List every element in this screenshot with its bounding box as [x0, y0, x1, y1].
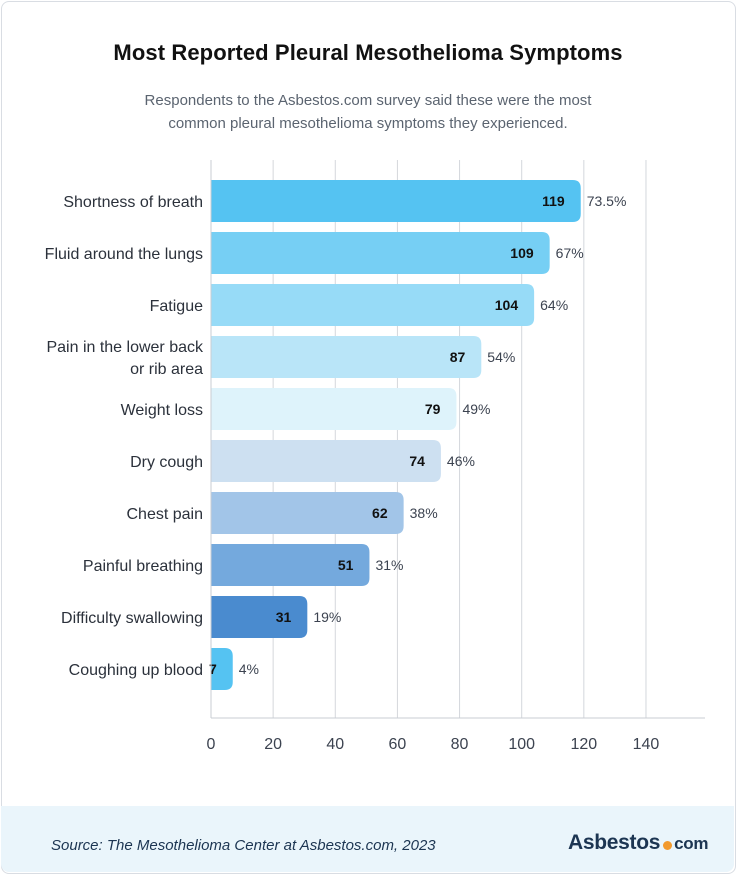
category-label-line: Shortness of breath [63, 194, 203, 211]
category-label: Dry cough [130, 454, 203, 471]
x-tick-label: 60 [389, 736, 407, 753]
bar-value-label: 79 [425, 401, 441, 417]
category-label-line: Difficulty swallowing [61, 610, 203, 627]
x-tick-label: 20 [264, 736, 282, 753]
bar [211, 544, 370, 586]
bar [211, 596, 308, 638]
bar-percent-label: 54% [487, 349, 515, 365]
x-tick-label: 100 [508, 736, 535, 753]
category-label-line: or rib area [130, 361, 203, 378]
bar [211, 180, 581, 222]
bars: 119 73.5% Shortness of breath 109 67% Fluid a… [45, 180, 627, 690]
x-tick-label: 40 [326, 736, 344, 753]
bar [211, 284, 535, 326]
bar-value-label: 7 [209, 661, 217, 677]
bar-chart: 119 73.5% Shortness of breath 109 67% Fluid a… [45, 160, 705, 753]
category-label: Chest pain [127, 506, 204, 523]
bar-value-label: 51 [338, 557, 354, 573]
x-tick-label: 140 [633, 736, 660, 753]
category-label-line: Dry cough [130, 454, 203, 471]
category-label: Fluid around the lungs [45, 246, 203, 263]
bar-value-label: 62 [372, 505, 388, 521]
logo-dot-icon [663, 841, 673, 850]
bar-value-label: 119 [542, 193, 565, 209]
bar-value-label: 104 [495, 297, 519, 313]
bar-percent-label: 46% [447, 453, 475, 469]
category-label: Shortness of breath [63, 194, 203, 211]
category-label: Fatigue [150, 298, 203, 315]
bar-value-label: 74 [409, 453, 425, 469]
bar-percent-label: 67% [556, 245, 584, 261]
category-label-line: Chest pain [127, 506, 204, 523]
x-axis: 0 20 40 60 80 100 120 140 [207, 160, 705, 753]
bar-percent-label: 49% [462, 401, 490, 417]
bar-value-label: 31 [276, 609, 292, 625]
category-label: Painful breathing [83, 558, 203, 575]
bar-percent-label: 19% [313, 609, 341, 625]
category-label: Coughing up blood [69, 662, 203, 679]
logo-text: Asbestos [568, 831, 661, 854]
category-label-line: Painful breathing [83, 558, 203, 575]
bar [211, 648, 233, 690]
category-label: Weight loss [121, 402, 203, 419]
category-label-line: Fluid around the lungs [45, 246, 203, 263]
bar [211, 232, 550, 274]
chart-subtitle: Respondents to the Asbestos.com survey s… [144, 92, 592, 132]
x-tick-label: 80 [451, 736, 469, 753]
category-label: Pain in the lower back or rib area [46, 339, 204, 378]
bar-percent-label: 4% [239, 661, 259, 677]
bar-percent-label: 31% [375, 557, 403, 573]
logo-suffix: com [674, 834, 709, 853]
bar-percent-label: 38% [410, 505, 438, 521]
bar-percent-label: 73.5% [587, 193, 627, 209]
asbestos-logo: Asbestos com [568, 831, 709, 855]
bar-value-label: 87 [450, 349, 466, 365]
category-label-line: Fatigue [150, 298, 203, 315]
bar [211, 440, 441, 482]
x-tick-label: 120 [570, 736, 597, 753]
bar-percent-label: 64% [540, 297, 568, 313]
bar [211, 388, 457, 430]
category-label-line: Weight loss [121, 402, 203, 419]
chart-title: Most Reported Pleural Mesothelioma Sympt… [113, 40, 623, 65]
category-label: Difficulty swallowing [61, 610, 203, 627]
category-label-line: Coughing up blood [69, 662, 203, 679]
bar [211, 492, 404, 534]
bar-value-label: 109 [510, 245, 534, 261]
footer [1, 806, 734, 872]
category-label-line: Pain in the lower back [46, 339, 204, 356]
bar [211, 336, 482, 378]
source-note: Source: The Mesothelioma Center at Asbes… [51, 837, 436, 854]
x-tick-label: 0 [207, 736, 216, 753]
